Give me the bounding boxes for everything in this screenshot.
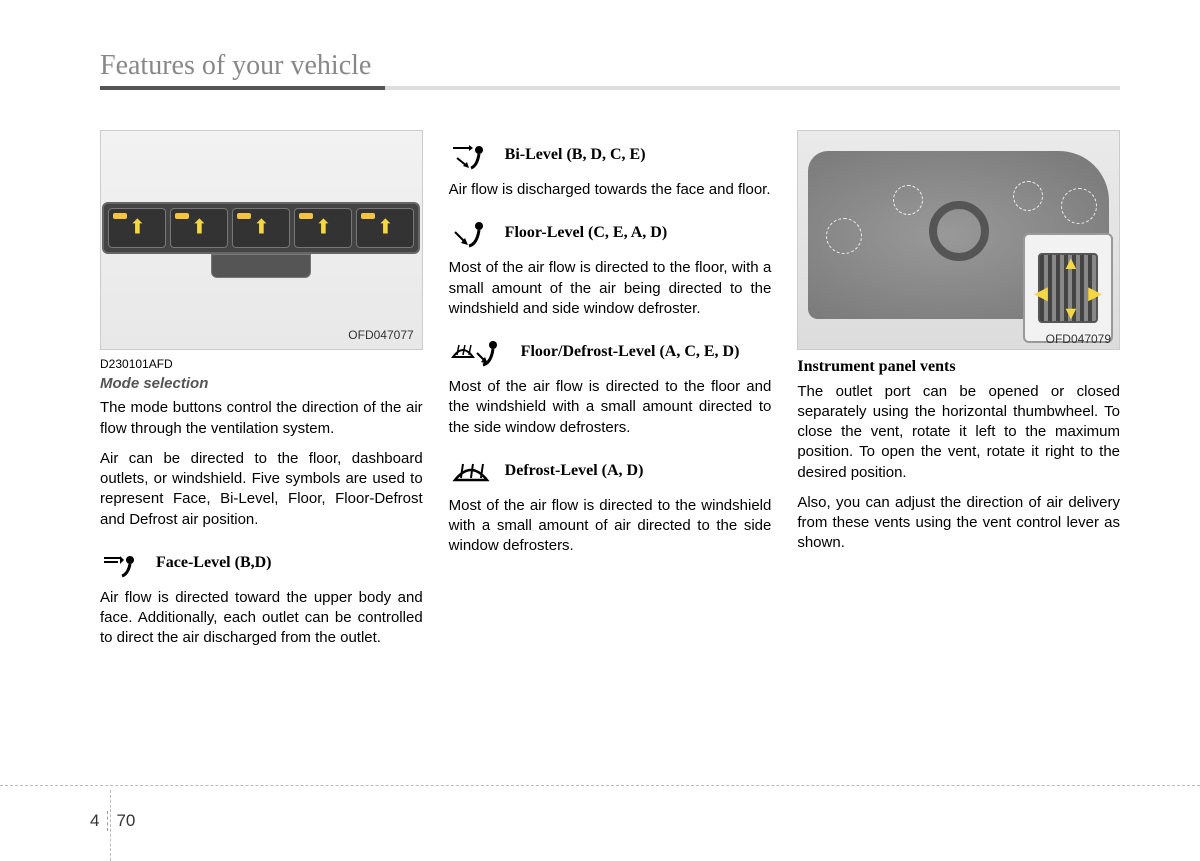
floor-level-label: Floor-Level (C, E, A, D) — [505, 222, 667, 244]
vent-circle-3 — [1013, 181, 1043, 211]
column-1: OFD047077 D230101AFD Mode selection The … — [100, 130, 423, 659]
panel-tab-illustration — [211, 254, 311, 278]
page-header: Features of your vehicle — [100, 50, 1120, 90]
header-title: Features of your vehicle — [100, 50, 371, 81]
vent-grill: ▲ ▼ ◀ ▶ — [1038, 253, 1098, 323]
content-columns: OFD047077 D230101AFD Mode selection The … — [100, 130, 1120, 659]
bi-level-text: Air flow is discharged towards the face … — [449, 180, 772, 200]
mode-btn-face-illustration — [108, 208, 166, 248]
face-level-text: Air flow is directed toward the upper bo… — [100, 588, 423, 649]
floor-level-text: Most of the air flow is directed to the … — [449, 258, 772, 319]
mode-btn-defrost-illustration — [356, 208, 414, 248]
mode-btn-floordef-illustration — [294, 208, 352, 248]
doc-code: D230101AFD — [100, 356, 423, 372]
defrost-icon — [449, 456, 493, 486]
bi-level-row: Bi-Level (B, D, C, E) — [449, 140, 772, 170]
defrost-level-text: Most of the air flow is directed to the … — [449, 496, 772, 557]
defrost-level-label: Defrost-Level (A, D) — [505, 460, 644, 482]
vent-circle-2 — [893, 185, 923, 215]
figure-mode-buttons: OFD047077 — [100, 130, 423, 350]
footer-dashed-line — [0, 785, 1200, 786]
mode-button-row-illustration — [102, 202, 420, 254]
mode-btn-floor-illustration — [232, 208, 290, 248]
face-level-label: Face-Level (B,D) — [156, 552, 272, 574]
floor-defrost-row: Floor/Defrost-Level (A, C, E, D) — [449, 337, 772, 367]
footer-separator — [107, 811, 108, 831]
mode-btn-bilevel-illustration — [170, 208, 228, 248]
column-3: ▲ ▼ ◀ ▶ OFD047079 Instrument panel vents… — [797, 130, 1120, 659]
instrument-panel-para1: The outlet port can be opened or closed … — [797, 382, 1120, 483]
floor-defrost-icon — [449, 337, 509, 367]
floor-level-row: Floor-Level (C, E, A, D) — [449, 218, 772, 248]
figure-code: OFD047077 — [348, 327, 413, 343]
face-level-icon — [100, 548, 144, 578]
defrost-level-row: Defrost-Level (A, D) — [449, 456, 772, 486]
instrument-panel-heading: Instrument panel vents — [797, 356, 1120, 378]
floor-defrost-text: Most of the air flow is directed to the … — [449, 377, 772, 438]
floor-level-icon — [449, 218, 493, 248]
column-2: Bi-Level (B, D, C, E) Air flow is discha… — [449, 130, 772, 659]
page-number: 70 — [116, 811, 135, 831]
mode-selection-para2: Air can be directed to the floor, dashbo… — [100, 449, 423, 530]
vent-circle-1 — [826, 218, 862, 254]
vent-circle-4 — [1061, 188, 1097, 224]
bi-level-label: Bi-Level (B, D, C, E) — [505, 144, 646, 166]
section-number: 4 — [90, 811, 99, 831]
vent-inset-illustration: ▲ ▼ ◀ ▶ — [1023, 233, 1113, 343]
floor-defrost-label: Floor/Defrost-Level (A, C, E, D) — [521, 341, 740, 363]
figure-dashboard: ▲ ▼ ◀ ▶ OFD047079 — [797, 130, 1120, 350]
mode-selection-heading: Mode selection — [100, 374, 423, 394]
mode-selection-para1: The mode buttons control the direction o… — [100, 398, 423, 439]
face-level-row: Face-Level (B,D) — [100, 548, 423, 578]
instrument-panel-para2: Also, you can adjust the direction of ai… — [797, 493, 1120, 554]
page-footer: 4 70 — [90, 811, 135, 831]
figure-code-2: OFD047079 — [1046, 331, 1111, 347]
bi-level-icon — [449, 140, 493, 170]
steering-wheel-illustration — [929, 201, 989, 261]
manual-page: Features of your vehicle OFD047077 D23 — [0, 0, 1200, 861]
